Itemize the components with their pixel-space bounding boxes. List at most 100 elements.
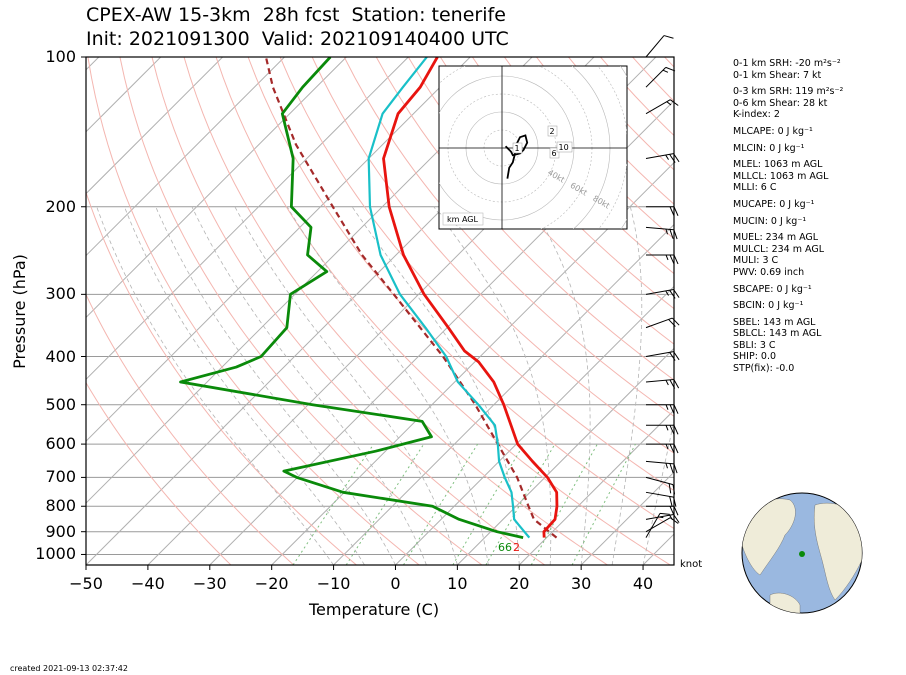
mixing-ratio-line [292,443,375,565]
isotherm-line [395,285,674,565]
stability-indices: 0-1 km SRH: -20 m²s⁻² 0-1 km Shear: 7 kt 0… [733,58,843,375]
index-line: MLCIN: 0 J kg⁻¹ [733,142,805,154]
wind-barb [645,317,680,329]
pressure-tick-label: 400 [45,346,76,366]
temperature-tick-label: 20 [509,574,530,593]
dry-adiabat [471,57,674,275]
index-line: MULI: 3 C [733,255,779,267]
dry-adiabat [439,57,674,310]
moist-adiabat [155,206,396,565]
pressure-tick-label: 200 [45,196,76,216]
moist-adiabat [433,206,552,565]
hodograph-height-label: 2 [550,127,555,136]
pressure-tick-label: 500 [45,394,76,414]
index-line: 0-6 km Shear: 28 kt [733,97,828,109]
hodograph-height-box [547,125,558,137]
wind-barb [646,254,679,265]
pressure-tick-label: 800 [45,496,76,516]
temperature-tick-label: −40 [131,574,165,593]
wind-barb [645,153,680,163]
index-line: SBLCL: 143 m AGL [733,328,822,340]
mixing-ratio-line [571,443,636,565]
index-line: MUEL: 234 m AGL [733,232,819,244]
dry-adiabat [247,57,674,530]
wind-barb [645,288,680,299]
hodograph-height-label: 10 [559,143,569,152]
temperature-tick-label: 40 [632,574,654,593]
moist-adiabat [642,418,674,565]
index-line: MLLI: 6 C [733,182,777,194]
pressure-tick-label: 700 [45,467,76,487]
isotherm-line [86,57,471,442]
pressure-tick-label: 1000 [35,544,76,564]
surface-temperature-label: 2 [513,541,520,554]
index-line: 0-3 km SRH: 119 m²s⁻² [733,86,844,98]
index-line: 0-1 km SRH: -20 m²s⁻² [733,58,841,69]
location-globe [741,492,863,614]
index-line: MULCL: 234 m AGL [733,243,825,255]
wetbulb-trace [367,57,531,539]
index-line: PWV: 0.69 inch [733,266,805,278]
isotherm-line [271,161,674,565]
temperature-tick-label: 30 [570,574,592,593]
hodograph-height-label: 1 [515,144,520,153]
temperature-tick-label: 10 [447,574,468,593]
moist-adiabat [191,206,427,565]
axes-frame [81,56,675,570]
pressure-tick-label: 600 [45,434,76,454]
temperature-tick-label: −30 [192,574,227,593]
moist-adiabat [124,206,365,565]
wind-barb [646,404,679,414]
isotherm-line [518,409,674,565]
wind-barbs [645,35,680,538]
mixing-ratio-line [345,443,425,565]
wind-barb [646,206,679,216]
mixing-ratio-line [530,443,598,565]
index-line: MLLCL: 1063 m AGL [733,170,829,182]
created-timestamp: created 2021-09-13 02:37:42 [10,664,128,673]
parcel-trace [264,57,558,539]
hodograph-units-label: km AGL [447,215,479,224]
plot-frame [85,56,675,566]
index-line: MLCAPE: 0 J kg⁻¹ [733,125,813,137]
wind-barb [645,512,670,538]
dry-adiabat [215,57,671,565]
mixing-ratio-line [452,443,525,565]
wind-barb [645,513,680,523]
index-line: K-index: 2 [733,109,780,121]
dry-adiabat [311,57,674,454]
hodograph-height-box [556,141,573,153]
wind-barb [645,476,676,495]
isotherm-line [86,57,162,133]
wind-barb [645,491,677,507]
moist-adiabat [531,206,591,565]
index-line: SHIP: 0.0 [733,351,777,363]
sounding-profiles [179,57,559,539]
index-line: MUCAPE: 0 J kg⁻¹ [733,198,815,210]
wind-unit-label: knot [680,559,703,570]
chart-subtitle: Init: 2021091300 Valid: 202109140400 UTC [86,28,509,50]
dry-adiabat [86,381,232,565]
hodograph-height-box [512,142,523,154]
wind-barb [645,379,680,389]
moist-adiabat [286,206,489,565]
chart-title: CPEX-AW 15-3km 28h fcst Station: tenerif… [86,4,506,26]
moist-adiabat [96,206,334,565]
index-line: STP(fix): -0.0 [733,363,795,375]
dewpoint-trace [179,57,524,539]
wind-barb [645,35,674,58]
isotherm-line [209,100,674,565]
surface-dewpoint-label: 66 [498,541,512,554]
isotherm-line [86,57,409,381]
moist-adiabat [611,206,643,565]
temperature-trace [382,57,559,538]
index-line: 0-1 km Shear: 7 kt [733,69,822,81]
wind-barb [645,351,680,361]
hodograph-height-label: 6 [552,149,557,158]
isotherm-line [86,57,347,319]
mixing-ratio-line [403,443,479,565]
temperature-tick-label: −20 [254,574,289,593]
index-line: SBEL: 143 m AGL [733,316,816,328]
x-axis-label: Temperature (C) [309,600,440,619]
